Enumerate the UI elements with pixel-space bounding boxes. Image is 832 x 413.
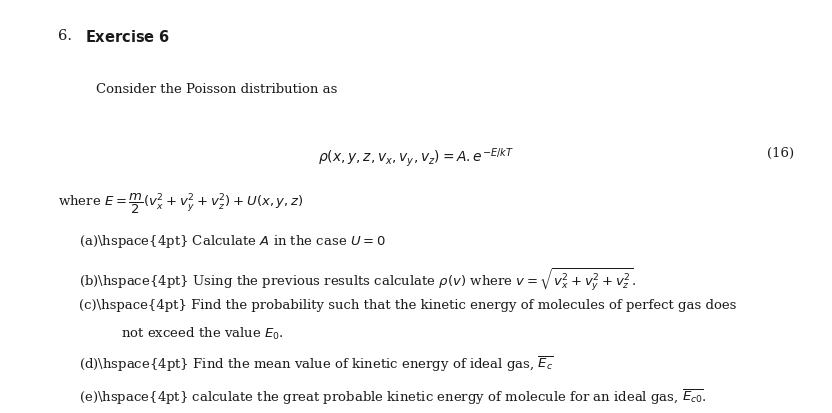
Text: (c)\hspace{4pt} Find the probability such that the kinetic energy of molecules o: (c)\hspace{4pt} Find the probability suc… [79,299,736,312]
Text: (d)\hspace{4pt} Find the mean value of kinetic energy of ideal gas, $\overline{E: (d)\hspace{4pt} Find the mean value of k… [79,355,553,375]
Text: Consider the Poisson distribution as: Consider the Poisson distribution as [96,83,337,95]
Text: not exceed the value $E_0$.: not exceed the value $E_0$. [121,326,284,342]
Text: (b)\hspace{4pt} Using the previous results calculate $\rho(v)$ where $v = \sqrt{: (b)\hspace{4pt} Using the previous resul… [79,266,636,293]
Text: where $E = \dfrac{m}{2}(v_x^2 + v_y^2 + v_z^2) + U(x, y, z)$: where $E = \dfrac{m}{2}(v_x^2 + v_y^2 + … [58,192,304,216]
Text: $\mathbf{Exercise\ 6}$: $\mathbf{Exercise\ 6}$ [85,29,170,45]
Text: (a)\hspace{4pt} Calculate $A$ in the case $U = 0$: (a)\hspace{4pt} Calculate $A$ in the cas… [79,233,385,250]
Text: $\rho(x, y, z, v_x, v_y, v_z) = A.e^{-E/kT}$: $\rho(x, y, z, v_x, v_y, v_z) = A.e^{-E/… [318,147,514,169]
Text: 6.: 6. [58,29,87,43]
Text: (16): (16) [767,147,795,159]
Text: (e)\hspace{4pt} calculate the great probable kinetic energy of molecule for an i: (e)\hspace{4pt} calculate the great prob… [79,388,706,408]
